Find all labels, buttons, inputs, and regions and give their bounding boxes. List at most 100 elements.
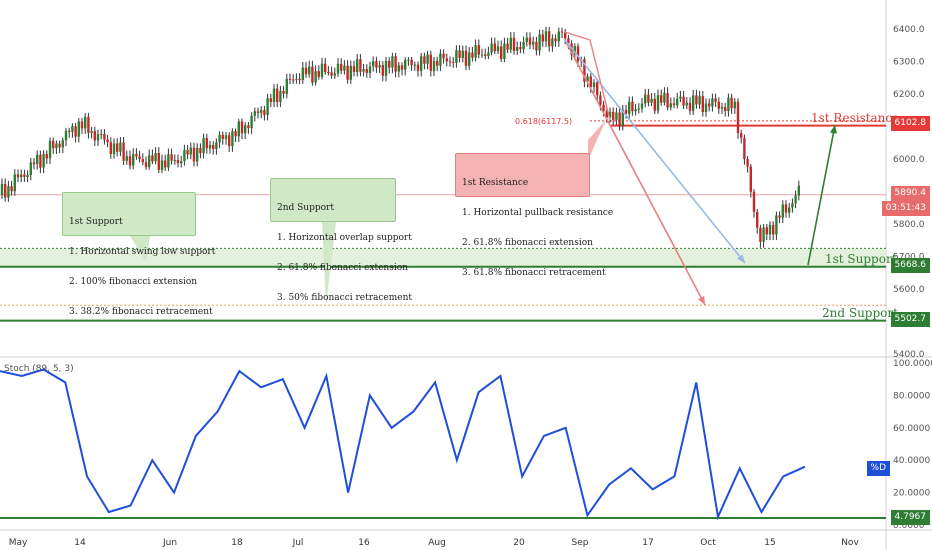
osc-tick-label: 100.0000 bbox=[893, 359, 932, 369]
candle-body bbox=[212, 144, 215, 150]
candle-body bbox=[564, 32, 567, 39]
candle-body bbox=[743, 137, 746, 159]
candle-body bbox=[432, 60, 436, 71]
candle-body bbox=[439, 53, 442, 66]
candle-body bbox=[493, 43, 496, 52]
x-tick-label: 15 bbox=[764, 538, 775, 548]
candle-body bbox=[717, 101, 720, 109]
candle-body bbox=[752, 191, 756, 212]
candle-body bbox=[160, 160, 164, 170]
candle-body bbox=[724, 107, 727, 112]
osc-tick-label: 0.0000 bbox=[893, 521, 925, 531]
candle-body bbox=[93, 131, 96, 141]
x-tick-label: Aug bbox=[428, 538, 446, 548]
candle-body bbox=[436, 60, 439, 66]
up-arrow-head bbox=[829, 125, 837, 134]
candle-body bbox=[295, 78, 298, 80]
candle-body bbox=[692, 95, 695, 111]
first-resistance-note: 1st Resistance 1. Horizontal pullback re… bbox=[455, 153, 613, 278]
candle-body bbox=[749, 166, 752, 192]
candle-body bbox=[381, 65, 384, 76]
x-tick-label: Jul bbox=[292, 538, 304, 548]
candle-body bbox=[720, 107, 724, 109]
candle-body bbox=[644, 94, 647, 104]
note-line: 1. Horizontal overlap support bbox=[277, 233, 412, 243]
drop-arrow-head bbox=[698, 296, 705, 305]
candle-body bbox=[615, 112, 618, 120]
stoch-indicator-label: Stoch (89, 5, 3) bbox=[4, 364, 74, 374]
candle-body bbox=[84, 116, 87, 129]
y-tick-label: 5400.0 bbox=[893, 350, 925, 360]
x-tick-label: Sep bbox=[572, 538, 589, 548]
candle-body bbox=[292, 79, 295, 81]
candle-body bbox=[500, 46, 503, 59]
candle-body bbox=[170, 154, 173, 161]
x-tick-label: 16 bbox=[358, 538, 370, 548]
candle-body bbox=[621, 109, 624, 126]
candle-body bbox=[512, 37, 516, 51]
candle-body bbox=[695, 95, 698, 105]
up-arrow bbox=[807, 124, 836, 266]
y-tick-label: 6200.0 bbox=[893, 90, 925, 100]
candle-body bbox=[464, 50, 468, 66]
candle-body bbox=[205, 138, 208, 149]
candle-body bbox=[682, 96, 685, 106]
candle-body bbox=[679, 96, 682, 99]
candle-body bbox=[484, 54, 487, 57]
candle-body bbox=[384, 60, 388, 76]
fib-label: 0.618(6117.5) bbox=[515, 117, 572, 126]
countdown-tag: 03:51:43 bbox=[881, 201, 930, 216]
candle-body bbox=[676, 98, 679, 106]
candle-body bbox=[74, 126, 77, 137]
candle-body bbox=[356, 59, 359, 73]
candle-body bbox=[528, 37, 532, 45]
candle-body bbox=[154, 153, 157, 162]
candle-body bbox=[231, 131, 234, 147]
candle-body bbox=[148, 155, 151, 168]
candle-body bbox=[42, 154, 45, 168]
candle-body bbox=[573, 46, 576, 55]
candle-body bbox=[228, 135, 231, 147]
candle-body bbox=[759, 227, 762, 242]
note-line: 3. 38.2% fibonacci retracement bbox=[69, 307, 213, 317]
candle-body bbox=[736, 101, 740, 134]
candle-body bbox=[253, 111, 256, 116]
candle-body bbox=[23, 174, 26, 177]
current-price-tag: 5890.4 bbox=[890, 186, 930, 201]
candle-body bbox=[10, 186, 13, 192]
candle-body bbox=[708, 103, 711, 107]
candle-body bbox=[637, 108, 640, 110]
candle-body bbox=[272, 88, 276, 102]
candle-body bbox=[196, 147, 199, 162]
y-tick-label: 5700.0 bbox=[893, 253, 925, 263]
candle-body bbox=[288, 78, 292, 80]
candle-body bbox=[669, 103, 672, 108]
candle-body bbox=[372, 61, 375, 67]
candle-body bbox=[186, 150, 189, 155]
candle-body bbox=[455, 50, 458, 63]
candle-body bbox=[388, 60, 391, 68]
candle-body bbox=[666, 93, 669, 108]
y-tick-label: 5600.0 bbox=[893, 285, 925, 295]
candle-body bbox=[480, 54, 484, 56]
candle-body bbox=[468, 52, 471, 66]
candle-body bbox=[704, 103, 708, 113]
candle-body bbox=[416, 64, 420, 71]
candle-body bbox=[29, 162, 32, 175]
candle-body bbox=[730, 97, 733, 109]
candle-body bbox=[784, 204, 788, 213]
candle-body bbox=[13, 174, 16, 192]
candle-body bbox=[461, 50, 464, 58]
candle-body bbox=[269, 98, 272, 102]
note-pointer bbox=[130, 236, 150, 262]
note-line: 1. Horizontal pullback resistance bbox=[462, 208, 614, 218]
candle-body bbox=[362, 69, 365, 72]
candle-body bbox=[199, 147, 202, 154]
fib-path bbox=[564, 31, 611, 121]
candle-body bbox=[794, 195, 797, 204]
candle-body bbox=[68, 130, 71, 132]
candle-body bbox=[650, 98, 653, 103]
candle-body bbox=[548, 31, 551, 47]
stoch-d-tag: %D bbox=[866, 461, 890, 476]
